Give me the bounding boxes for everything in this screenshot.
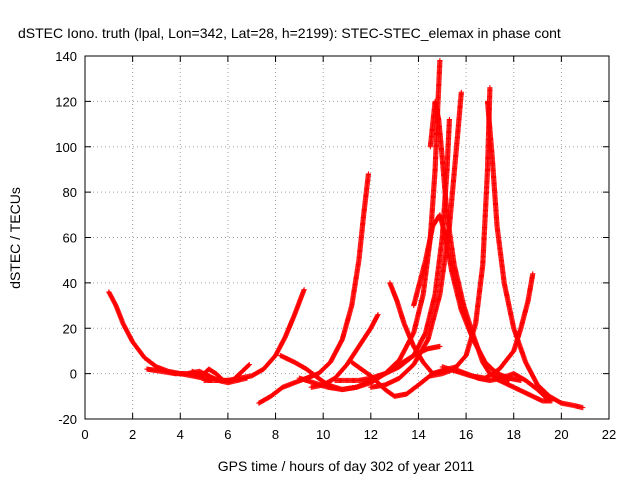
x-tick-label: 12 — [364, 427, 378, 442]
y-tick-label: 20 — [63, 321, 77, 336]
x-tick-label: 20 — [554, 427, 568, 442]
y-tick-label: 120 — [55, 94, 77, 109]
x-axis-title: GPS time / hours of day 302 of year 2011 — [218, 458, 475, 474]
x-tick-label: 0 — [81, 427, 88, 442]
series-16 — [439, 271, 536, 381]
data-point — [518, 377, 524, 384]
y-tick-label: 60 — [63, 231, 77, 246]
data-point — [446, 116, 453, 123]
x-tick-label: 6 — [224, 427, 231, 442]
y-tick-label: 80 — [63, 185, 77, 200]
series-7 — [308, 312, 381, 390]
x-tick-label: 4 — [177, 427, 184, 442]
data-points — [106, 57, 586, 411]
data-point — [246, 361, 252, 368]
data-point — [530, 271, 536, 277]
x-tick-label: 18 — [506, 427, 520, 442]
chart-title: dSTEC Iono. truth (lpal, Lon=342, Lat=28… — [18, 25, 561, 41]
data-point — [375, 312, 381, 318]
data-point — [374, 313, 381, 319]
data-point — [245, 362, 252, 368]
x-tick-label: 22 — [602, 427, 616, 442]
y-axis-title: dSTEC / TECUs — [7, 187, 23, 289]
x-tick-label: 16 — [459, 427, 473, 442]
data-point — [437, 343, 443, 349]
y-tick-label: -20 — [58, 412, 77, 427]
y-tick-label: 0 — [70, 367, 77, 382]
data-point — [580, 405, 586, 411]
data-point — [301, 287, 307, 293]
x-tick-label: 2 — [129, 427, 136, 442]
y-tick-label: 100 — [55, 140, 77, 155]
series-3 — [201, 287, 307, 384]
x-tick-label: 8 — [272, 427, 279, 442]
y-tick-label: 140 — [55, 49, 77, 64]
y-tick-label: 40 — [63, 276, 77, 291]
axis-ticks: 0 2 4 6 8 10 12 14 16 18 20 22 -20 0 20 40 60 80 100 120 140 — [55, 49, 616, 442]
x-tick-label: 10 — [316, 427, 330, 442]
data-point — [487, 85, 493, 91]
x-tick-label: 14 — [411, 427, 425, 442]
series-15 — [484, 98, 586, 411]
series-17 — [492, 375, 555, 404]
data-point — [506, 377, 512, 384]
data-point — [458, 89, 464, 95]
series-10 — [368, 89, 464, 390]
data-point — [437, 57, 443, 64]
data-point — [549, 398, 555, 404]
data-point — [365, 171, 372, 177]
series-4 — [256, 171, 372, 406]
